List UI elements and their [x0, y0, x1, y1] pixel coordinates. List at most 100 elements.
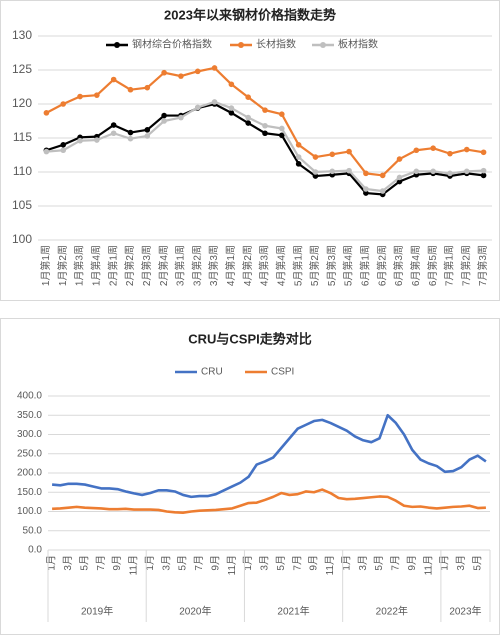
y-tick-label: 300.0: [17, 429, 42, 440]
point: [312, 173, 319, 179]
point: [295, 142, 302, 148]
x-tick-label: 1月: [340, 555, 352, 571]
x-tick-label: 6月第3周: [392, 245, 405, 286]
x-tick-label: 5月: [471, 555, 483, 571]
y-tick-label: 250.0: [17, 448, 42, 459]
point: [178, 73, 184, 79]
point: [245, 114, 251, 121]
x-tick-label: 7月第3周: [476, 245, 489, 286]
x-tick-label: 4月第4周: [274, 245, 287, 286]
x-tick-label: 3月: [455, 555, 467, 571]
x-tick-label: 6月第4周: [409, 245, 422, 286]
point: [447, 150, 453, 157]
x-tick-label: 11月: [324, 555, 336, 575]
x-tick-label: 1月: [46, 555, 58, 571]
y-tick-label: 400.0: [17, 391, 42, 402]
x-tick-label: 5月第2周: [308, 245, 321, 286]
point: [60, 142, 67, 148]
point: [279, 125, 285, 132]
x-tick-label: 9月: [406, 555, 418, 571]
x-tick-label: 4月第3周: [258, 245, 271, 286]
point: [329, 168, 336, 175]
point: [127, 135, 134, 142]
y-tick-label: 130: [12, 28, 32, 42]
series-line: [52, 488, 486, 514]
point: [194, 104, 201, 111]
x-tick-label: 7月第1周: [443, 245, 456, 286]
y-tick-label: 200.0: [17, 468, 42, 479]
point: [43, 148, 50, 155]
point: [245, 94, 251, 100]
y-tick-label: 115: [13, 130, 32, 144]
x-tick-label: 1月: [439, 555, 451, 571]
x-tick-label: 9月: [308, 555, 320, 571]
y-tick-label: 50.0: [23, 525, 43, 536]
x-tick-label: 3月第1周: [174, 245, 187, 286]
point: [279, 111, 285, 117]
x-tick-label: 3月: [62, 555, 74, 571]
point: [480, 172, 487, 179]
x-tick-label: 1月第1周: [39, 245, 52, 286]
point: [110, 130, 117, 137]
x-tick-label: 6月第1周: [359, 245, 372, 286]
point: [413, 147, 420, 154]
x-group-label: 2019年: [81, 605, 113, 618]
point: [228, 110, 235, 116]
x-tick-label: 4月第2周: [241, 245, 254, 286]
x-tick-label: 2月第3周: [140, 245, 153, 286]
point: [110, 76, 117, 83]
point: [94, 137, 100, 143]
point: [363, 170, 369, 177]
point: [161, 118, 167, 124]
point: [430, 145, 436, 151]
x-tick-label: 4月第1周: [224, 245, 237, 286]
point: [379, 172, 386, 179]
x-tick-label: 5月: [78, 555, 90, 571]
legend-label: 钢材综合价格指数: [132, 38, 212, 51]
y-tick-label: 120: [12, 96, 32, 110]
point: [295, 154, 302, 160]
series-line: [51, 413, 487, 499]
x-tick-label: 3月第3周: [207, 245, 220, 286]
legend-label: 长材指数: [256, 38, 296, 51]
x-group-label: 2023年: [449, 605, 481, 618]
x-tick-label: 2月第4周: [157, 245, 170, 286]
x-tick-label: 11月: [422, 555, 434, 575]
point: [329, 151, 336, 158]
y-tick-label: 105: [12, 198, 32, 212]
x-tick-label: 5月: [275, 555, 287, 571]
y-tick-label: 150.0: [17, 487, 42, 498]
point: [279, 132, 285, 139]
point: [262, 130, 268, 137]
x-tick-label: 5月第4周: [342, 245, 355, 286]
point: [161, 112, 167, 119]
point: [94, 92, 100, 98]
point: [194, 68, 201, 75]
legend-marker: [238, 42, 244, 48]
point: [77, 93, 83, 100]
legend-marker: [320, 42, 326, 48]
x-tick-label: 5月: [373, 555, 385, 571]
y-tick-label: 350.0: [17, 410, 42, 421]
chart-title: 2023年以来钢材价格指数走势: [164, 7, 336, 22]
point: [144, 127, 151, 133]
point: [77, 137, 83, 144]
x-tick-label: 5月第3周: [325, 245, 338, 286]
point: [211, 65, 218, 71]
point: [228, 81, 235, 88]
point: [463, 168, 470, 175]
point: [60, 147, 67, 154]
point: [43, 110, 50, 116]
point: [211, 99, 218, 105]
x-tick-label: 5月: [177, 555, 189, 571]
point: [178, 114, 184, 121]
x-tick-label: 7月第2周: [459, 245, 472, 286]
point: [396, 174, 403, 181]
x-tick-label: 7月: [390, 555, 402, 571]
point: [447, 170, 453, 177]
point: [262, 122, 268, 129]
y-tick-label: 110: [13, 164, 32, 178]
legend-label: CSPI: [271, 367, 294, 378]
point: [144, 133, 151, 139]
